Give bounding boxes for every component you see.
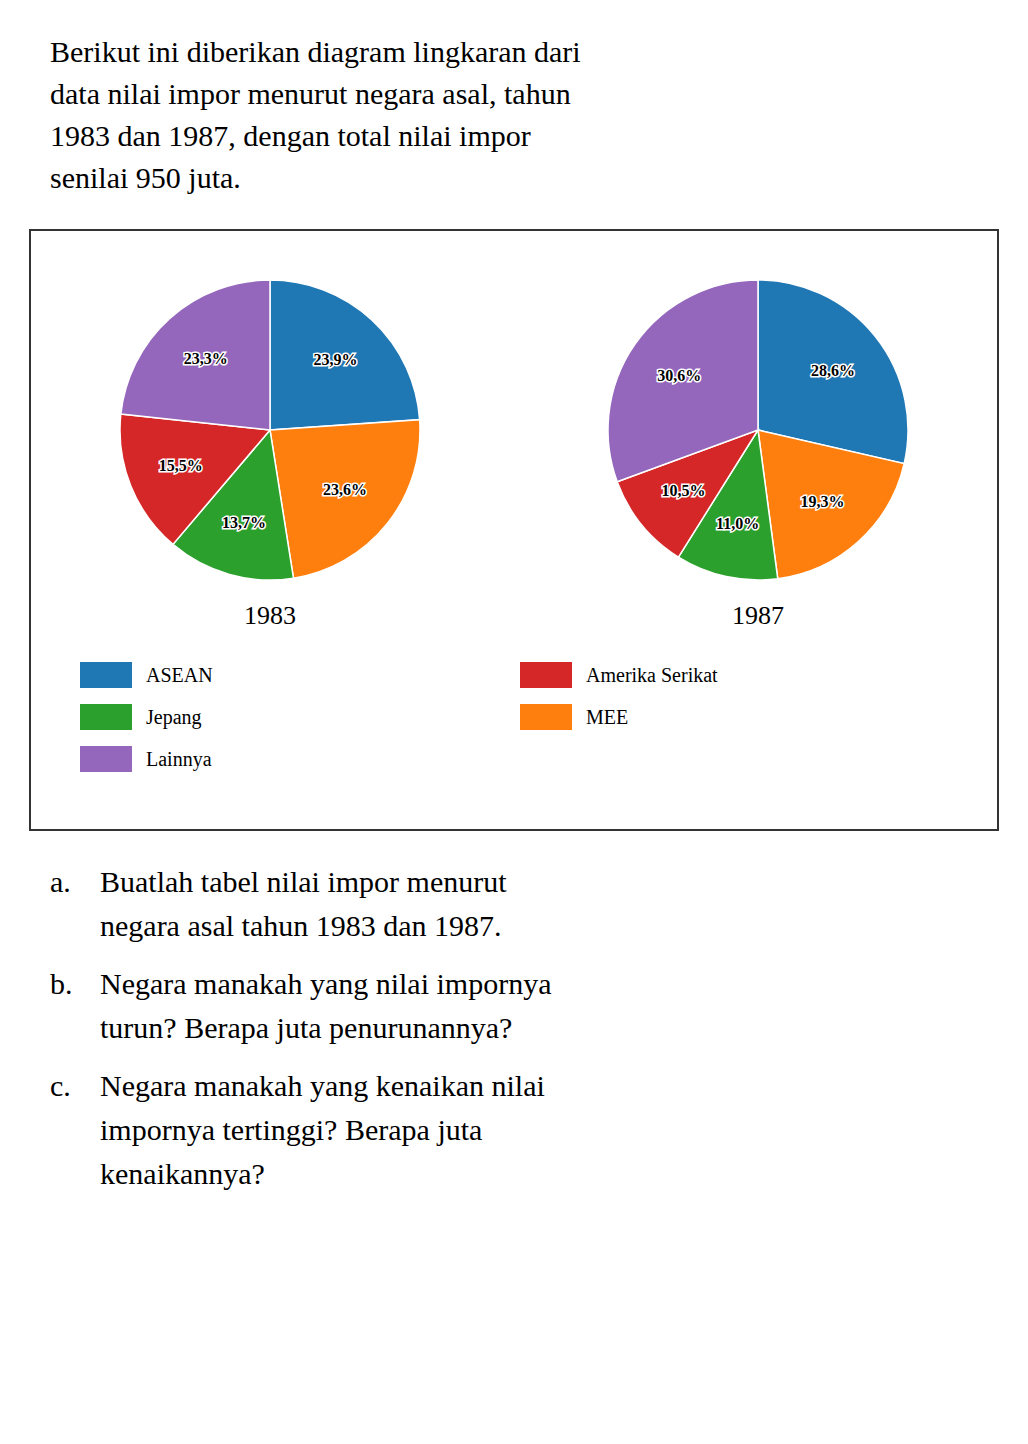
question-line: Negara manakah yang nilai impornya xyxy=(100,967,552,1000)
legend-label: Jepang xyxy=(146,706,202,729)
data-label: 15,5% xyxy=(159,457,203,474)
chart-box xyxy=(30,230,998,830)
data-label: 23,6% xyxy=(323,481,367,498)
legend-label: Lainnya xyxy=(146,748,212,771)
pie-slice xyxy=(120,414,270,544)
legend-label: ASEAN xyxy=(146,664,213,686)
data-label: 28,6% xyxy=(811,362,855,379)
data-label: 13,7% xyxy=(222,514,266,531)
title-block: Berikut ini diberikan diagram lingkaran … xyxy=(50,35,581,194)
legend-item: Amerika Serikat xyxy=(520,662,718,688)
question-label: b. xyxy=(50,967,73,1000)
legend-item: Jepang xyxy=(80,704,202,730)
legend: ASEAN Jepang Lainnya Amerika Serikat MEE xyxy=(80,662,718,772)
legend-item: MEE xyxy=(520,704,628,730)
legend-swatch xyxy=(80,662,132,688)
data-labels: 23,9% 23,6% 13,7% 15,5% 23,3% xyxy=(159,350,367,531)
legend-swatch xyxy=(80,704,132,730)
slices xyxy=(608,280,908,580)
question-line: Buatlah tabel nilai impor menurut xyxy=(100,865,507,898)
data-label: 23,9% xyxy=(313,351,357,368)
title-line: 1983 dan 1987, dengan total nilai impor xyxy=(50,119,531,152)
question-line: kenaikannya? xyxy=(100,1157,265,1190)
title-line: data nilai impor menurut negara asal, ta… xyxy=(50,77,571,110)
pie-title: 1987 xyxy=(732,601,784,630)
legend-label: Amerika Serikat xyxy=(586,664,718,686)
title-line: Berikut ini diberikan diagram lingkaran … xyxy=(50,35,581,68)
question-line: impornya tertinggi? Berapa juta xyxy=(100,1113,482,1146)
slices xyxy=(120,280,420,580)
legend-item: Lainnya xyxy=(80,746,212,772)
question-line: negara asal tahun 1983 dan 1987. xyxy=(100,909,502,942)
legend-swatch xyxy=(520,704,572,730)
legend-label: MEE xyxy=(586,706,628,728)
question-line: turun? Berapa juta penurunannya? xyxy=(100,1011,512,1044)
pie-slice xyxy=(270,420,420,579)
questions: a. Buatlah tabel nilai impor menurut negar… xyxy=(50,865,552,1190)
pie-slice xyxy=(608,280,758,482)
page: Berikut ini diberikan diagram lingkaran … xyxy=(0,0,1028,1444)
pie-chart: 23,9% 23,6% 13,7% 15,5% 23,3% 1983 xyxy=(120,280,420,630)
pie-slice xyxy=(121,280,270,430)
pie-chart: 28,6% 19,3% 11,0% 10,5% 30,6% 1987 xyxy=(608,280,908,630)
pie-title: 1983 xyxy=(244,601,296,630)
data-label: 23,3% xyxy=(184,350,228,367)
pie-slice xyxy=(270,280,420,430)
legend-swatch xyxy=(520,662,572,688)
data-label: 11,0% xyxy=(716,515,759,532)
question-line: Negara manakah yang kenaikan nilai xyxy=(100,1069,545,1102)
data-label: 19,3% xyxy=(801,493,845,510)
data-label: 30,6% xyxy=(657,367,701,384)
legend-swatch xyxy=(80,746,132,772)
legend-item: ASEAN xyxy=(80,662,213,688)
data-label: 10,5% xyxy=(661,482,705,499)
data-labels: 28,6% 19,3% 11,0% 10,5% 30,6% xyxy=(657,362,855,533)
pie-slice xyxy=(758,430,904,579)
title-line: senilai 950 juta. xyxy=(50,161,241,194)
question-label: c. xyxy=(50,1069,71,1102)
question-label: a. xyxy=(50,865,71,898)
